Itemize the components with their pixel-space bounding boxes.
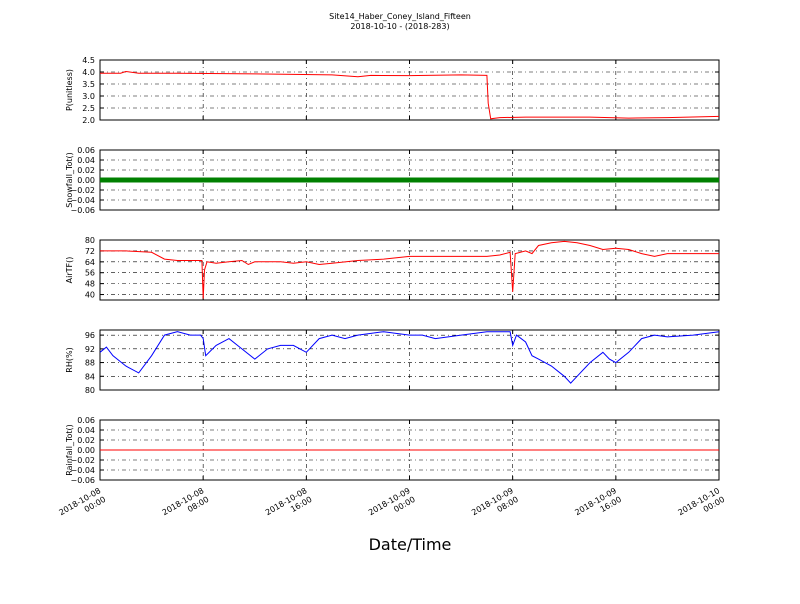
y-tick-label: 0.06	[77, 146, 95, 155]
y-tick-label: 2.5	[82, 104, 95, 113]
y-tick-label: 3.0	[82, 92, 95, 101]
y-axis-label: AirTF()	[65, 257, 74, 284]
y-tick-label: −0.04	[70, 466, 95, 475]
y-tick-label: 4.0	[82, 68, 95, 77]
y-tick-label: 0.04	[77, 156, 95, 165]
y-tick-label: 72	[85, 247, 95, 256]
y-tick-label: 0.06	[77, 416, 95, 425]
y-tick-label: 2.0	[82, 116, 95, 125]
y-tick-label: 88	[85, 359, 95, 368]
y-tick-label: −0.02	[70, 186, 95, 195]
y-tick-label: −0.06	[70, 476, 95, 485]
y-tick-label: 96	[85, 331, 95, 340]
figure-title-line2: 2018-10-10 - (2018-283)	[350, 22, 449, 31]
y-tick-label: 80	[85, 236, 95, 245]
y-tick-label: 4.5	[82, 56, 95, 65]
y-tick-label: 0.02	[77, 436, 95, 445]
y-tick-label: 3.5	[82, 80, 95, 89]
series-line	[100, 70, 720, 120]
y-tick-label: 40	[85, 291, 95, 300]
y-tick-label: 0.04	[77, 426, 95, 435]
y-tick-label: 84	[85, 372, 95, 381]
y-tick-label: 0.00	[77, 446, 95, 455]
y-axis-label: Snowfall_Tot()	[65, 152, 74, 208]
y-tick-label: −0.06	[70, 206, 95, 215]
y-tick-label: −0.02	[70, 456, 95, 465]
y-axis-label: RH(%)	[65, 347, 74, 372]
panel-rainfall: −0.06−0.04−0.020.000.020.040.06Rainfall_…	[65, 416, 720, 485]
figure-title-line1: Site14_Haber_Coney_Island_Fifteen	[329, 12, 471, 21]
series-line	[99, 331, 720, 384]
y-tick-label: 0.00	[77, 176, 95, 185]
panel-rh: 80 84 88 92 96 RH(%)	[65, 329, 720, 395]
y-tick-label: 80	[85, 386, 95, 395]
y-tick-label: 92	[85, 345, 95, 354]
x-axis-label: Date/Time	[369, 535, 452, 554]
y-axis-label: Rainfall_Tot()	[65, 424, 74, 476]
y-axis-label: P(unitless)	[65, 69, 74, 111]
y-tick-label: −0.04	[70, 196, 95, 205]
panel-airtf: 40 48 56 64 72 80 AirTF()	[65, 236, 720, 301]
panel-p: 2.0 2.5 3.0 3.5 4.0 4.5 P(unitless)	[65, 56, 720, 125]
panel-snowfall: −0.06−0.04−0.020.000.020.040.06Snowfall_…	[65, 146, 720, 215]
y-tick-label: 0.02	[77, 166, 95, 175]
y-tick-label: 56	[85, 269, 95, 278]
y-tick-label: 48	[85, 280, 95, 289]
series-line	[100, 240, 719, 299]
y-tick-label: 64	[85, 258, 95, 267]
